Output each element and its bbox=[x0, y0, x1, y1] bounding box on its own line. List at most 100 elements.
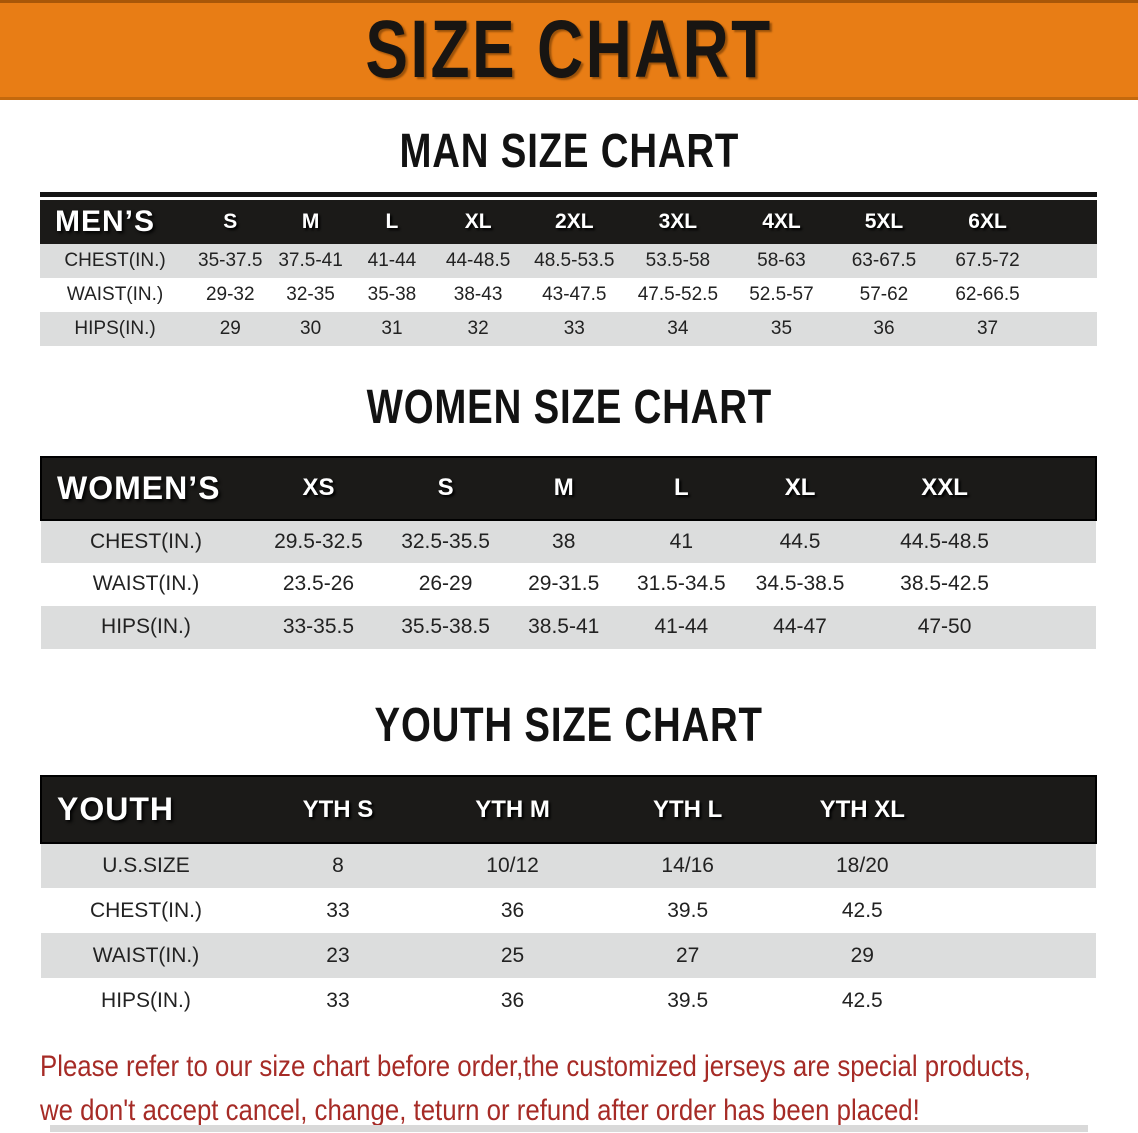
size-column-header: 6XL bbox=[968, 210, 1007, 234]
measurement-value: 35-37.5 bbox=[198, 250, 263, 272]
footer-notice: Please refer to our size chart before or… bbox=[40, 1045, 1138, 1133]
measurement-value: 35-38 bbox=[367, 284, 417, 306]
row-filler bbox=[1029, 520, 1096, 563]
measurement-value: 41 bbox=[669, 529, 694, 553]
measurement-value: 36 bbox=[500, 898, 525, 922]
row-filler bbox=[949, 888, 1096, 933]
measurement-value: 52.5-57 bbox=[749, 284, 814, 306]
youth-size-chart-heading: YOUTH SIZE CHART bbox=[0, 698, 1138, 752]
measurement-value: 27 bbox=[676, 943, 700, 967]
measurement-value: 36 bbox=[873, 318, 895, 340]
measurement-label: HIPS(IN.) bbox=[74, 318, 156, 340]
size-column-header: YTH L bbox=[653, 795, 723, 823]
row-filler bbox=[949, 933, 1096, 978]
size-column-header: L bbox=[674, 474, 689, 502]
measurement-label: HIPS(IN.) bbox=[101, 988, 191, 1012]
row-filler bbox=[949, 978, 1096, 1023]
row-filler bbox=[1040, 244, 1097, 278]
size-column-header: 3XL bbox=[658, 210, 698, 234]
measurement-label: U.S.SIZE bbox=[102, 854, 190, 878]
measurement-row: HIPS(IN.) 33-35.5 35.5-38.5 38.5-41 41-44 44-… bbox=[41, 605, 1096, 649]
measurement-value: 30 bbox=[300, 318, 322, 340]
measurement-value: 67.5-72 bbox=[955, 250, 1020, 272]
measurement-value: 38.5-42.5 bbox=[900, 572, 989, 596]
measurement-value: 39.5 bbox=[667, 988, 709, 1012]
measurement-value: 53.5-58 bbox=[645, 250, 711, 272]
measurement-value: 29 bbox=[219, 318, 241, 340]
measurement-value: 29-32 bbox=[205, 284, 255, 306]
measurement-value: 33 bbox=[563, 318, 585, 340]
size-header-row: WOMEN’S XS S M L XL XXL bbox=[41, 456, 1096, 520]
women-size-chart-heading-text: WOMEN SIZE CHART bbox=[366, 381, 772, 435]
measurement-value: 41-44 bbox=[367, 250, 417, 272]
youth-size-chart-heading-text: YOUTH SIZE CHART bbox=[374, 698, 764, 752]
women-size-chart-heading: WOMEN SIZE CHART bbox=[0, 381, 1138, 435]
measurement-row: WAIST(IN.) 23 25 27 29 bbox=[41, 933, 1096, 979]
measurement-value: 29-31.5 bbox=[528, 572, 600, 596]
measurement-value: 33 bbox=[326, 988, 350, 1012]
measurement-row: U.S.SIZE 8 10/12 14/16 18/20 bbox=[41, 843, 1096, 889]
row-filler bbox=[1029, 563, 1096, 606]
measurement-row: CHEST(IN.) 33 36 39.5 42.5 bbox=[41, 888, 1096, 934]
row-filler bbox=[1029, 606, 1096, 649]
measurement-value: 33-35.5 bbox=[282, 615, 355, 639]
header-filler bbox=[949, 776, 1096, 843]
measurement-value: 34 bbox=[667, 318, 689, 340]
measurement-value: 42.5 bbox=[841, 988, 883, 1012]
size-header-row: YOUTH YTH S YTH M YTH L YTH XL bbox=[41, 776, 1096, 844]
youth-size-table-wrap: YOUTH YTH S YTH M YTH L YTH XL U.S.SIZE 8 10/12… bbox=[40, 775, 1097, 1024]
women-size-table: WOMEN’S XS S M L XL XXL CHEST(IN.) 29.5-32.5 32.5… bbox=[40, 456, 1097, 649]
measurement-value: 32.5-35.5 bbox=[401, 529, 490, 553]
measurement-label: CHEST(IN.) bbox=[89, 898, 202, 922]
measurement-value: 38-43 bbox=[453, 284, 503, 306]
measurement-value: 44-48.5 bbox=[445, 250, 511, 272]
section-youth: YOUTH SIZE CHART YOUTH YTH S YTH M YTH L YTH… bbox=[0, 698, 1138, 1024]
size-column-header: 2XL bbox=[555, 210, 594, 234]
measurement-value: 31 bbox=[381, 318, 403, 340]
table-title: WOMEN’S bbox=[57, 469, 221, 506]
measurement-value: 63-67.5 bbox=[851, 250, 917, 272]
measurement-value: 29 bbox=[850, 943, 874, 967]
size-column-header: XL bbox=[464, 210, 492, 234]
size-column-header: M bbox=[301, 210, 320, 234]
men-size-chart-heading-text: MAN SIZE CHART bbox=[399, 125, 739, 178]
section-women: WOMEN SIZE CHART WOMEN’S XS S M L XL XXL CHEST(… bbox=[0, 381, 1138, 649]
page-title: SIZE CHART bbox=[365, 4, 773, 95]
measurement-row: HIPS(IN.) 33 36 39.5 42.5 bbox=[41, 978, 1096, 1024]
measurement-label: WAIST(IN.) bbox=[92, 572, 200, 596]
measurement-label: HIPS(IN.) bbox=[101, 615, 191, 639]
measurement-value: 44.5-48.5 bbox=[900, 529, 989, 553]
measurement-label: CHEST(IN.) bbox=[89, 529, 202, 553]
measurement-value: 35.5-38.5 bbox=[401, 615, 490, 639]
measurement-value: 32 bbox=[467, 318, 489, 340]
youth-size-table: YOUTH YTH S YTH M YTH L YTH XL U.S.SIZE 8 10/12… bbox=[40, 775, 1097, 1024]
measurement-row: HIPS(IN.) 29 30 31 32 33 34 35 36 37 bbox=[40, 312, 1097, 347]
measurement-value: 57-62 bbox=[859, 284, 909, 306]
banner: SIZE CHART bbox=[0, 0, 1138, 100]
header-filler bbox=[1029, 457, 1096, 520]
row-filler bbox=[949, 843, 1096, 888]
measurement-value: 62-66.5 bbox=[955, 284, 1020, 306]
measurement-value: 42.5 bbox=[841, 898, 883, 922]
measurement-value: 10/12 bbox=[486, 854, 539, 878]
measurement-value: 37.5-41 bbox=[278, 250, 343, 272]
row-filler bbox=[1040, 312, 1097, 346]
size-column-header: L bbox=[385, 210, 399, 234]
measurement-value: 33 bbox=[326, 898, 350, 922]
size-column-header: YTH XL bbox=[819, 795, 905, 823]
women-size-table-wrap: WOMEN’S XS S M L XL XXL CHEST(IN.) 29.5-32.5 32.5… bbox=[40, 456, 1097, 649]
measurement-value: 36 bbox=[500, 988, 525, 1012]
table-title: YOUTH bbox=[57, 791, 174, 828]
measurement-label: WAIST(IN.) bbox=[66, 284, 164, 306]
measurement-value: 43-47.5 bbox=[542, 284, 607, 306]
measurement-value: 23 bbox=[326, 943, 350, 967]
header-filler bbox=[1040, 200, 1097, 244]
measurement-value: 25 bbox=[500, 943, 525, 967]
row-filler bbox=[1040, 278, 1097, 312]
measurement-label: CHEST(IN.) bbox=[64, 250, 166, 272]
section-men: MAN SIZE CHART MEN’S S M L XL 2XL 3XL 4XL 5XL 6XL… bbox=[0, 125, 1138, 347]
measurement-value: 39.5 bbox=[667, 898, 709, 922]
measurement-value: 35 bbox=[770, 318, 793, 340]
measurement-value: 26-29 bbox=[418, 572, 473, 596]
